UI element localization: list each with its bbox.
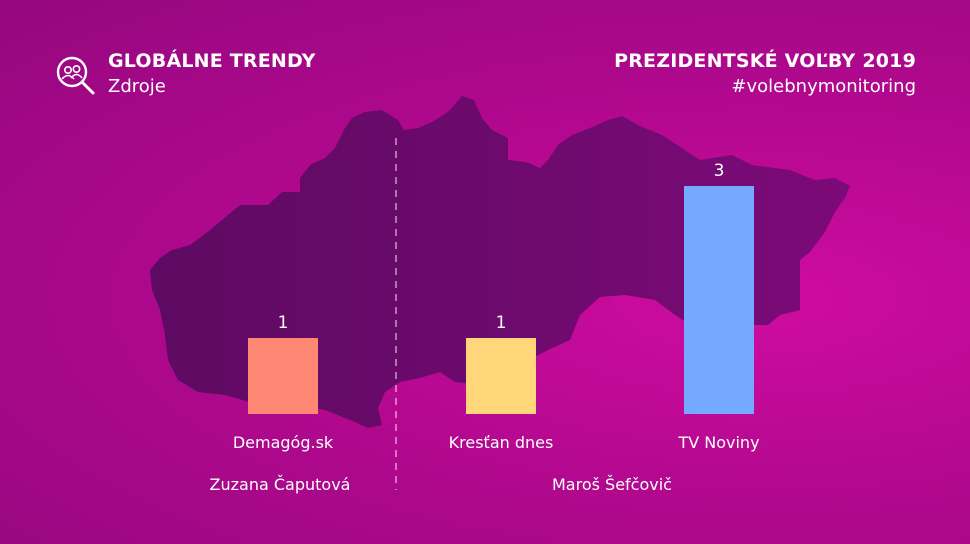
magnifier-people-icon (56, 56, 95, 95)
page-subtitle: Zdroje (108, 76, 166, 97)
bar (248, 338, 318, 414)
bar (466, 338, 536, 414)
category-label: Demagóg.sk (233, 433, 334, 452)
page-title: GLOBÁLNE TRENDY (108, 50, 316, 72)
group-label: Maroš Šefčovič (552, 475, 672, 494)
category-label: TV Noviny (677, 433, 759, 452)
bar-value-label: 3 (714, 161, 725, 181)
bar-value-label: 1 (496, 313, 507, 333)
campaign-title: PREZIDENTSKÉ VOĽBY 2019 (614, 50, 916, 72)
campaign-hashtag: #volebnymonitoring (731, 76, 916, 97)
category-label: Kresťan dnes (449, 433, 554, 452)
bar (684, 186, 754, 414)
header-right: PREZIDENTSKÉ VOĽBY 2019 #volebnymonitori… (614, 50, 916, 97)
group-label: Zuzana Čaputová (210, 475, 351, 494)
bar-value-label: 1 (278, 313, 289, 333)
